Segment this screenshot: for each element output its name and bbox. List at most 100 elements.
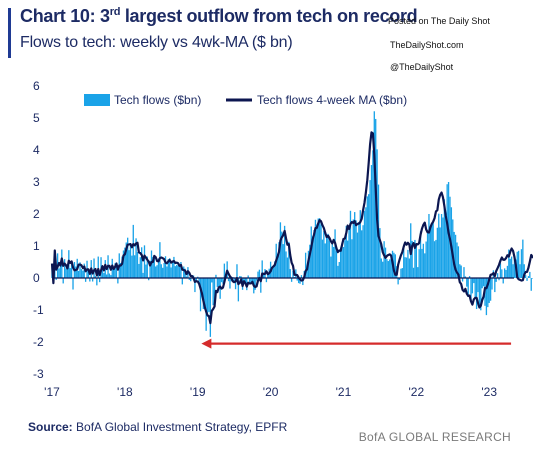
flow-bar — [520, 249, 523, 278]
flow-bar — [75, 266, 77, 278]
flow-bar — [408, 258, 410, 278]
watermark-line-1: Posted on The Daily Shot — [388, 16, 490, 26]
flow-bar — [463, 267, 465, 278]
flow-bar — [370, 165, 373, 278]
flow-bar — [115, 262, 118, 278]
flow-bar — [419, 231, 422, 278]
flow-bar — [389, 259, 391, 278]
flow-bar — [201, 278, 203, 298]
y-tick-label: 6 — [33, 79, 40, 93]
flow-bar — [411, 240, 413, 278]
flow-bar — [124, 247, 126, 278]
flow-bar — [254, 278, 256, 290]
chart-title: Chart 10: 3rd largest outflow from tech … — [20, 6, 418, 26]
y-tick-label: 1 — [33, 239, 40, 253]
x-tick-label: '20 — [263, 385, 279, 399]
flow-bar — [248, 278, 251, 285]
flow-bar — [495, 278, 497, 282]
flow-bar — [77, 270, 80, 278]
flow-bar — [524, 275, 527, 278]
flow-bar — [297, 278, 300, 284]
flow-bar — [516, 251, 518, 278]
flow-bar — [125, 242, 127, 278]
flow-bar — [474, 278, 476, 298]
flow-bar — [403, 244, 405, 278]
x-tick-label: '19 — [190, 385, 206, 399]
flow-bar — [529, 271, 531, 278]
flow-bar — [89, 278, 91, 282]
flow-bar — [247, 275, 249, 278]
flow-bar — [401, 268, 403, 278]
flow-bar — [177, 265, 179, 278]
flow-bar — [460, 265, 462, 278]
brand-label: BofA GLOBAL RESEARCH — [358, 430, 511, 444]
flow-bar — [220, 278, 223, 283]
flow-bar — [313, 230, 315, 278]
flow-bar — [236, 264, 238, 278]
flow-bar — [491, 278, 493, 290]
flow-bar — [321, 239, 324, 278]
flow-bar — [397, 278, 399, 285]
flow-bar — [278, 242, 280, 278]
flow-bar — [473, 278, 475, 284]
flow-bar — [342, 246, 345, 278]
flow-bar — [262, 272, 265, 278]
x-tick-label: '18 — [117, 385, 133, 399]
flow-bar — [494, 278, 496, 293]
y-tick-label: -2 — [33, 335, 44, 349]
flow-bar — [318, 218, 321, 278]
flow-bar — [240, 276, 242, 278]
flow-bar — [155, 266, 157, 278]
flow-bar — [97, 256, 99, 278]
flow-bar — [295, 269, 297, 278]
flow-bar — [215, 274, 217, 278]
flow-bar — [149, 260, 151, 278]
flow-bar — [445, 213, 447, 278]
flow-bar — [477, 278, 479, 293]
flow-bar — [114, 263, 116, 278]
flow-bar — [324, 243, 326, 278]
flow-bar — [361, 230, 363, 278]
flow-bar — [459, 264, 461, 278]
flow-bar — [103, 272, 105, 278]
flow-bar — [122, 250, 125, 278]
flow-bar — [456, 242, 458, 278]
flow-bar — [206, 278, 209, 313]
y-tick-label: 4 — [33, 143, 40, 157]
flow-bar — [345, 225, 347, 278]
flow-bar — [522, 239, 524, 278]
flow-bar — [387, 261, 389, 278]
flow-bar — [468, 276, 471, 278]
flow-bar — [105, 274, 108, 278]
flow-bar — [127, 237, 129, 278]
flow-bar — [198, 278, 200, 286]
flow-bar — [373, 111, 375, 278]
flow-bar — [355, 220, 357, 278]
flow-bar — [132, 224, 134, 278]
flow-bar — [69, 268, 71, 278]
flow-bar — [160, 264, 162, 278]
flow-bar — [185, 276, 188, 278]
flow-bar — [424, 253, 426, 278]
flow-bar — [498, 278, 500, 281]
chart-subtitle: Flows to tech: weekly vs 4wk-MA ($ bn) — [20, 34, 293, 51]
flow-bar — [117, 278, 119, 284]
flow-bar — [194, 278, 196, 293]
flow-bar — [363, 210, 366, 278]
flow-bar — [59, 262, 62, 278]
flow-bar — [330, 256, 332, 278]
flow-bar — [502, 278, 504, 284]
flow-bar — [400, 268, 402, 278]
flow-bar — [152, 256, 154, 278]
flow-bar — [218, 278, 220, 286]
flow-bar — [66, 265, 69, 278]
record-outflow-arrow-head — [201, 338, 212, 349]
flow-bar — [173, 256, 175, 278]
flow-bar — [163, 262, 165, 278]
ma-line — [50, 131, 533, 325]
flow-bar — [435, 239, 437, 278]
flow-bar — [414, 239, 416, 278]
flow-bar — [503, 268, 506, 278]
flow-bar — [156, 265, 158, 278]
flow-bar — [417, 267, 419, 278]
